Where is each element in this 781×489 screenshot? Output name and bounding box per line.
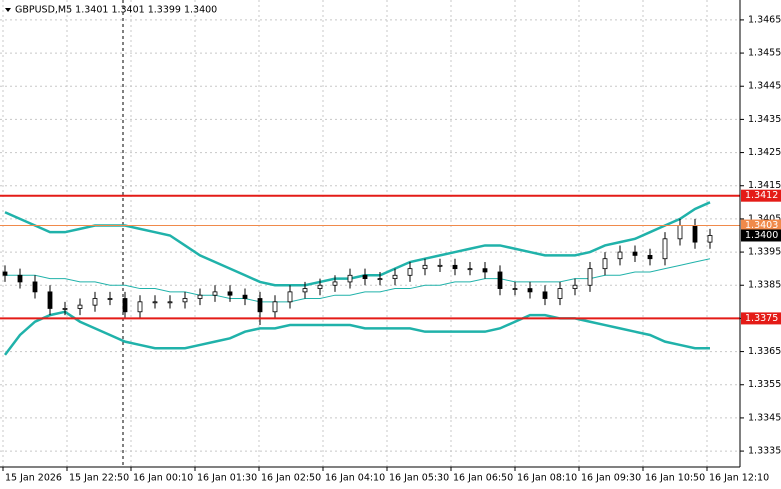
plot xyxy=(0,194,740,356)
level-label: 1.3375 xyxy=(745,313,778,324)
x-tick-label: 15 Jan 22:50 xyxy=(69,473,129,484)
y-tick-label: 1.3445 xyxy=(748,81,781,92)
price-label-box xyxy=(741,229,781,242)
y-tick-label: 1.3405 xyxy=(748,213,781,224)
candle-body xyxy=(272,301,278,313)
x-tick-label: 16 Jan 00:10 xyxy=(133,473,193,484)
x-tick-label: 16 Jan 08:10 xyxy=(517,473,577,484)
candle-body xyxy=(107,298,113,300)
candle-body xyxy=(317,284,323,289)
level-label: 1.3403 xyxy=(745,220,778,231)
candle-body xyxy=(587,268,593,286)
candle-body xyxy=(2,271,8,276)
x-tick-label: 16 Jan 12:10 xyxy=(709,473,769,484)
y-tick-label: 1.3335 xyxy=(748,446,781,457)
y-tick-label: 1.3385 xyxy=(748,280,781,291)
y-tick-label: 1.3455 xyxy=(748,48,781,59)
candle-body xyxy=(467,268,473,271)
candle-body xyxy=(617,251,623,260)
candle-body xyxy=(137,301,143,313)
candle-body xyxy=(32,281,38,293)
y-tick-label: 1.3425 xyxy=(748,147,781,158)
candle-body xyxy=(647,254,653,260)
y-tick-label: 1.3365 xyxy=(748,346,781,357)
candle-body xyxy=(152,301,158,304)
candle-body xyxy=(692,225,698,243)
candle-body xyxy=(197,294,203,299)
menu-arrow xyxy=(5,8,11,12)
candle-body xyxy=(512,288,518,290)
y-tick-label: 1.3345 xyxy=(748,412,781,423)
level-label-box xyxy=(741,219,781,232)
candle-body xyxy=(287,291,293,303)
candle-body xyxy=(392,274,398,280)
x-tick-label: 16 Jan 04:10 xyxy=(325,473,385,484)
price-label: 1.3400 xyxy=(745,230,778,241)
candle-body xyxy=(542,291,548,299)
candle-body xyxy=(332,281,338,286)
chart-title: GBPUSD,M5 1.3401 1.3401 1.3399 1.3400 xyxy=(15,5,217,16)
candle-body xyxy=(47,291,53,309)
candle-body xyxy=(377,278,383,281)
x-tick-label: 16 Jan 09:30 xyxy=(581,473,641,484)
candle-body xyxy=(182,298,188,303)
axis-labels: 1.3335 1.3345 1.3355 1.3365 1.3375 1.3385 1.33… xyxy=(2,14,781,484)
x-tick-label: 16 Jan 06:50 xyxy=(453,473,513,484)
y-tick-label: 1.3395 xyxy=(748,247,781,258)
candle-body xyxy=(167,301,173,304)
level-label-box xyxy=(741,189,781,202)
candle-body xyxy=(347,274,353,283)
bollinger-band xyxy=(5,258,711,303)
level-label: 1.3412 xyxy=(745,190,778,201)
candle-body xyxy=(707,235,713,243)
y-tick-label: 1.3355 xyxy=(748,379,781,390)
candle-body xyxy=(257,298,263,313)
x-tick-label: 16 Jan 10:50 xyxy=(645,473,705,484)
candle-body xyxy=(497,271,503,289)
x-tick-label: 16 Jan 02:50 xyxy=(261,473,321,484)
candle-body xyxy=(407,268,413,276)
candle-body xyxy=(92,298,98,306)
candle-body xyxy=(302,288,308,293)
candle-body xyxy=(662,238,668,260)
candle-body xyxy=(482,268,488,273)
candle-body xyxy=(527,288,533,293)
candle-body xyxy=(557,288,563,299)
candle-body xyxy=(62,308,68,310)
candle-body xyxy=(77,304,83,309)
x-tick-label: 16 Jan 01:30 xyxy=(197,473,257,484)
candle-body xyxy=(602,258,608,270)
candle-body xyxy=(632,251,638,256)
candle-body xyxy=(437,264,443,267)
candle-body xyxy=(212,291,218,296)
y-tick-label: 1.3435 xyxy=(748,114,781,125)
y-tick-label: 1.3415 xyxy=(748,180,781,191)
level-label-box xyxy=(741,312,781,325)
candle-body xyxy=(677,225,683,240)
candle-body xyxy=(17,274,23,283)
candle-body xyxy=(122,298,128,313)
candle-body xyxy=(362,274,368,280)
candle-body xyxy=(422,264,428,270)
candle-body xyxy=(452,264,458,270)
candle-body xyxy=(227,291,233,296)
candle-body xyxy=(242,294,248,299)
candle-body xyxy=(572,284,578,289)
x-tick-label: 16 Jan 05:30 xyxy=(389,473,449,484)
y-tick-label: 1.3465 xyxy=(748,14,781,25)
bollinger-band xyxy=(4,310,710,356)
x-tick-label: 15 Jan 2026 xyxy=(5,473,62,484)
